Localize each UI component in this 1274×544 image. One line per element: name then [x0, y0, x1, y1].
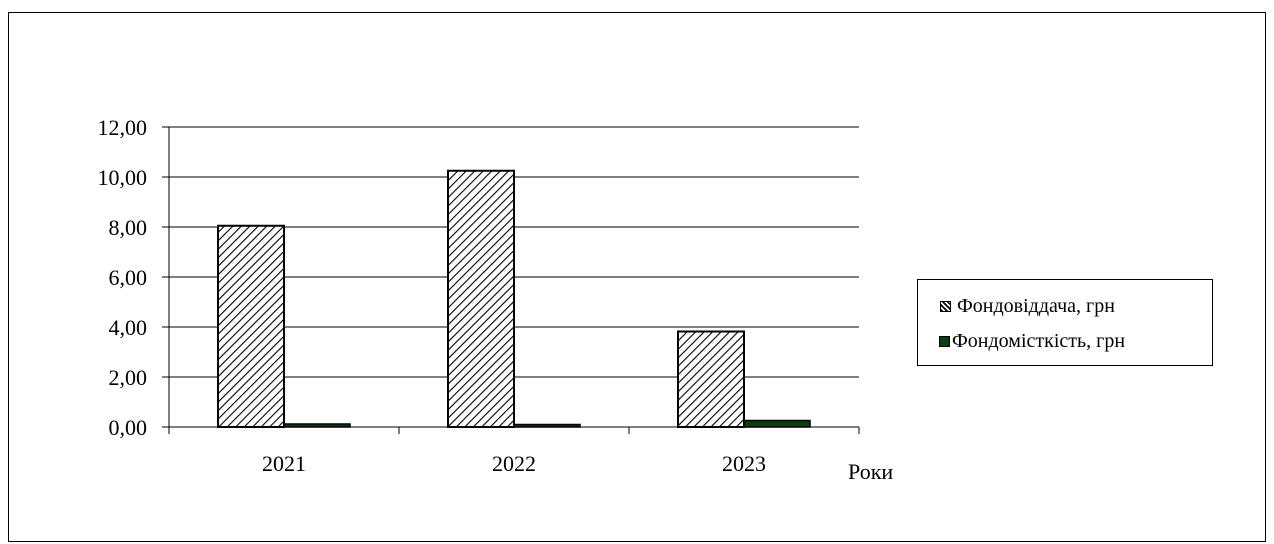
- legend-label: Фондовіддача, грн: [957, 295, 1115, 317]
- y-tick-label: 10,00: [98, 165, 148, 190]
- x-tick-label: 2023: [722, 451, 766, 476]
- legend-item-fondoviddacha: Фондовіддача, грн: [940, 295, 1115, 318]
- bar-fondoviddacha-2023: [677, 330, 745, 428]
- legend-swatch-solid: [939, 336, 950, 347]
- legend-item-fondomistkist: Фондомісткість, грн: [939, 330, 1125, 353]
- y-tick-label: 4,00: [109, 315, 148, 340]
- y-tick-label: 0,00: [109, 415, 148, 440]
- y-tick-label: 12,00: [98, 115, 148, 140]
- bar-fondoviddacha-2021: [217, 224, 285, 428]
- legend: Фондовіддача, грн Фондомісткість, грн: [917, 279, 1213, 366]
- legend-swatch-hatched: [940, 301, 951, 312]
- tick-labels: 0,00 2,00 4,00 6,00 8,00 10,00 12,00 2021 2022 20…: [98, 115, 767, 476]
- legend-label: Фондомісткість, грн: [952, 330, 1126, 352]
- bar-fondomistkist-2022: [513, 423, 581, 428]
- x-tick-label: 2021: [262, 451, 306, 476]
- bar-fondomistkist-2021: [283, 423, 351, 428]
- x-tick-label: 2022: [492, 451, 536, 476]
- bars: [217, 169, 811, 428]
- x-axis-title: Роки: [848, 459, 893, 484]
- y-tick-label: 2,00: [109, 365, 148, 390]
- y-tick-label: 8,00: [109, 215, 148, 240]
- bar-fondoviddacha-2022: [447, 169, 515, 428]
- y-tick-label: 6,00: [109, 265, 148, 290]
- bar-fondomistkist-2023: [743, 419, 811, 428]
